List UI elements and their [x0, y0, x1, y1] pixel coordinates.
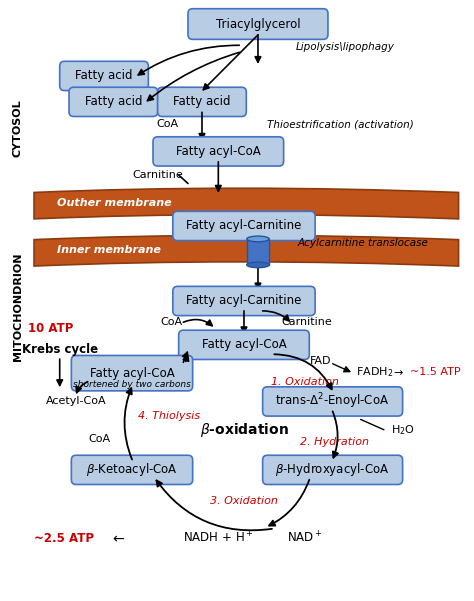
- FancyBboxPatch shape: [158, 87, 246, 117]
- PathPatch shape: [34, 188, 458, 219]
- FancyBboxPatch shape: [247, 239, 269, 265]
- FancyBboxPatch shape: [173, 212, 315, 240]
- Ellipse shape: [247, 262, 269, 267]
- Text: $\beta$-oxidation: $\beta$-oxidation: [200, 421, 288, 439]
- Text: Fatty acyl-Carnitine: Fatty acyl-Carnitine: [186, 219, 301, 233]
- Text: 1. Oxidation: 1. Oxidation: [271, 377, 338, 386]
- Text: CoA: CoA: [156, 119, 178, 129]
- PathPatch shape: [34, 236, 458, 266]
- Text: NAD$^+$: NAD$^+$: [287, 531, 322, 546]
- Text: Carnitine: Carnitine: [282, 317, 332, 327]
- FancyBboxPatch shape: [60, 61, 148, 91]
- Text: 10 ATP: 10 ATP: [27, 322, 73, 335]
- Text: $\beta$-Hydroxyacyl-CoA: $\beta$-Hydroxyacyl-CoA: [275, 462, 390, 478]
- FancyBboxPatch shape: [263, 455, 402, 484]
- Text: Fatty acid: Fatty acid: [173, 96, 231, 108]
- Text: shortened by two carbons: shortened by two carbons: [73, 380, 191, 389]
- Text: CoA: CoA: [161, 317, 183, 327]
- Text: Acetyl-CoA: Acetyl-CoA: [46, 397, 106, 406]
- Text: Fatty acid: Fatty acid: [75, 70, 133, 82]
- Text: Lipolysis\lipophagy: Lipolysis\lipophagy: [295, 41, 394, 52]
- Text: Fatty acyl-Carnitine: Fatty acyl-Carnitine: [186, 294, 301, 308]
- Text: Carnitine: Carnitine: [132, 170, 183, 180]
- Text: ~1.5 ATP: ~1.5 ATP: [410, 367, 460, 377]
- Text: Fatty acyl-CoA: Fatty acyl-CoA: [90, 367, 174, 380]
- Text: Fatty acid: Fatty acid: [84, 96, 142, 108]
- Text: Krebs cycle: Krebs cycle: [22, 343, 98, 356]
- Text: ~2.5 ATP: ~2.5 ATP: [35, 532, 94, 545]
- FancyBboxPatch shape: [173, 286, 315, 316]
- Text: MITOCHONDRION: MITOCHONDRION: [13, 253, 23, 361]
- Text: Triacylglycerol: Triacylglycerol: [216, 17, 301, 31]
- FancyBboxPatch shape: [188, 8, 328, 40]
- FancyBboxPatch shape: [263, 387, 402, 416]
- Text: FADH$_2$: FADH$_2$: [356, 365, 393, 379]
- Text: Inner membrane: Inner membrane: [57, 245, 161, 255]
- FancyBboxPatch shape: [72, 355, 192, 391]
- Text: $\rightarrow$: $\rightarrow$: [392, 367, 404, 377]
- Text: CYTOSOL: CYTOSOL: [13, 99, 23, 157]
- Text: NADH + H$^+$: NADH + H$^+$: [183, 531, 254, 546]
- Text: $\leftarrow$: $\leftarrow$: [110, 531, 126, 545]
- Text: CoA: CoA: [88, 434, 110, 444]
- Text: $\beta$-Ketoacyl-CoA: $\beta$-Ketoacyl-CoA: [86, 462, 178, 478]
- Text: 2. Hydration: 2. Hydration: [301, 436, 369, 447]
- Text: H$_2$O: H$_2$O: [391, 423, 415, 437]
- Text: Fatty acyl-CoA: Fatty acyl-CoA: [176, 145, 261, 158]
- FancyBboxPatch shape: [153, 137, 283, 166]
- Text: Fatty acyl-CoA: Fatty acyl-CoA: [201, 338, 286, 352]
- Ellipse shape: [247, 236, 269, 242]
- Text: trans-$\Delta^2$-Enoyl-CoA: trans-$\Delta^2$-Enoyl-CoA: [275, 392, 390, 411]
- Text: Acylcarnitine translocase: Acylcarnitine translocase: [298, 239, 428, 248]
- FancyBboxPatch shape: [179, 330, 310, 359]
- Text: 4. Thiolysis: 4. Thiolysis: [138, 410, 201, 421]
- Text: Outher membrane: Outher membrane: [57, 198, 172, 209]
- FancyBboxPatch shape: [72, 455, 192, 484]
- Text: Thioestrification (activation): Thioestrification (activation): [267, 119, 414, 129]
- Text: 3. Oxidation: 3. Oxidation: [210, 496, 278, 507]
- FancyBboxPatch shape: [69, 87, 158, 117]
- Text: FAD: FAD: [310, 356, 332, 367]
